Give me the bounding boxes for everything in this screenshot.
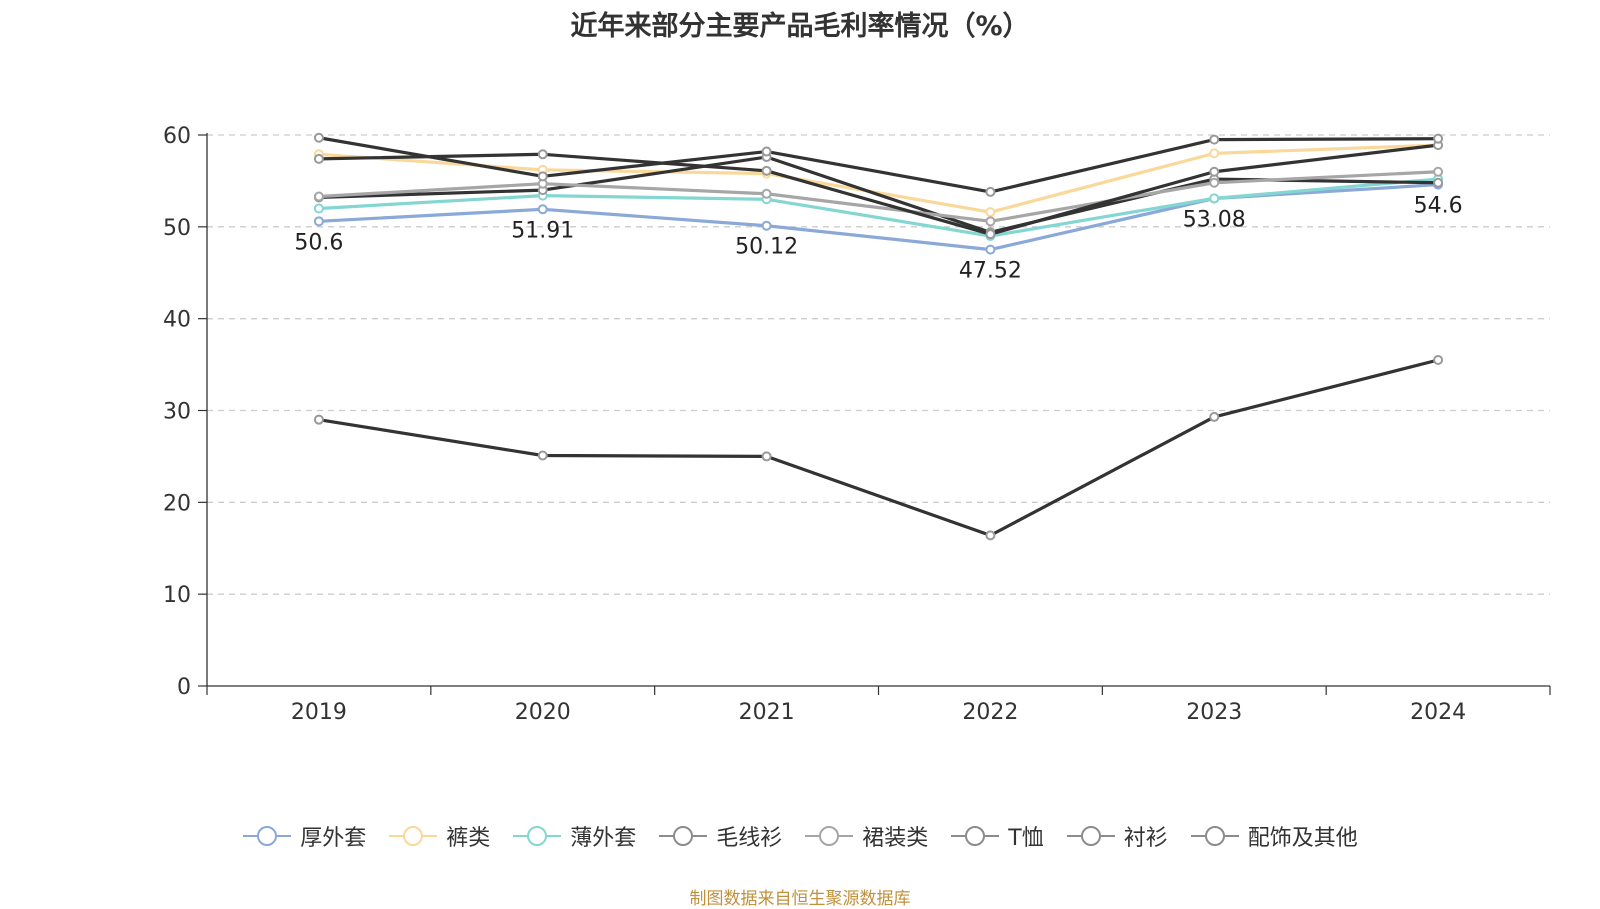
- x-tick-label: 2021: [739, 700, 795, 725]
- legend-item[interactable]: T恤: [950, 820, 1044, 852]
- legend-label: 衬衫: [1123, 826, 1168, 851]
- data-label: 50.6: [294, 230, 343, 255]
- legend-swatch-icon: [389, 826, 438, 846]
- grid-lines: [207, 134, 1550, 595]
- x-tick-label: 2019: [291, 700, 347, 725]
- data-point: [1433, 354, 1444, 365]
- legend-label: T恤: [1008, 826, 1044, 851]
- data-point: [985, 216, 996, 227]
- x-tick-label: 2022: [962, 700, 1018, 725]
- data-point: [1209, 166, 1220, 177]
- legend-label: 裤类: [446, 826, 491, 851]
- data-point: [537, 204, 548, 215]
- data-point: [761, 451, 772, 462]
- legend-item[interactable]: 裙装类: [804, 820, 928, 852]
- data-point: [985, 186, 996, 197]
- data-point: [1433, 166, 1444, 177]
- data-point: [1433, 177, 1444, 188]
- data-point: [313, 414, 324, 425]
- x-tick-label: 2023: [1186, 700, 1242, 725]
- legend-swatch-icon: [951, 826, 1000, 846]
- y-tick-label: 30: [163, 400, 191, 425]
- data-point: [761, 165, 772, 176]
- data-label: 54.6: [1414, 194, 1463, 219]
- legend-swatch-icon: [513, 826, 562, 846]
- data-point: [761, 188, 772, 199]
- data-point: [1209, 193, 1220, 204]
- x-tick-label: 2024: [1410, 700, 1466, 725]
- data-point: [1209, 134, 1220, 145]
- data-point: [1209, 177, 1220, 188]
- data-point: [537, 149, 548, 160]
- legend-label: 配饰及其他: [1247, 826, 1358, 851]
- legend-item[interactable]: 配饰及其他: [1190, 820, 1358, 852]
- data-label: 53.08: [1183, 208, 1246, 233]
- series-line-7: [318, 358, 1439, 537]
- data-labels: 50.6 51.91 50.12 47.52 53.08 54.6: [294, 194, 1462, 284]
- axes: 0 10 20 30 40 50 60 2019 2020 2021 2022 2023 2024: [163, 124, 1551, 725]
- data-point: [985, 207, 996, 218]
- y-tick-label: 20: [163, 491, 191, 516]
- data-point: [313, 132, 324, 143]
- legend: 厚外套 裤类 薄外套 毛线衫 裙装类 T恤 衬衫 配饰及其他: [0, 818, 1600, 854]
- data-point: [537, 171, 548, 182]
- data-label: 50.12: [735, 235, 798, 260]
- x-tick-label: 2020: [515, 700, 571, 725]
- legend-label: 毛线衫: [716, 826, 783, 851]
- y-tick-label: 50: [163, 216, 191, 241]
- legend-item[interactable]: 厚外套: [242, 820, 366, 852]
- data-point: [761, 146, 772, 157]
- source-note: 制图数据来自恒生聚源数据库: [689, 889, 911, 909]
- data-point: [1209, 411, 1220, 422]
- data-point: [313, 153, 324, 164]
- y-tick-label: 60: [163, 124, 191, 149]
- data-point: [1433, 133, 1444, 144]
- y-tick-label: 10: [163, 583, 191, 608]
- series-line-1: [318, 143, 1439, 214]
- data-point: [313, 191, 324, 202]
- series-line-6: [318, 136, 1439, 194]
- legend-item[interactable]: 薄外套: [512, 820, 636, 852]
- y-tick-label: 40: [163, 308, 191, 333]
- data-point: [985, 530, 996, 541]
- legend-swatch-icon: [805, 826, 854, 846]
- y-tick-label: 0: [177, 675, 191, 700]
- legend-item[interactable]: 裤类: [388, 820, 490, 852]
- data-point: [313, 216, 324, 227]
- legend-swatch-icon: [1066, 826, 1115, 846]
- legend-label: 厚外套: [300, 826, 367, 851]
- legend-label: 薄外套: [570, 826, 637, 851]
- legend-label: 裙装类: [862, 826, 929, 851]
- series-line-5: [318, 143, 1439, 236]
- data-point: [985, 229, 996, 240]
- data-point: [313, 203, 324, 214]
- legend-swatch-icon: [659, 826, 708, 846]
- legend-item[interactable]: 毛线衫: [658, 820, 782, 852]
- series-line-4: [318, 170, 1439, 223]
- legend-swatch-icon: [1190, 826, 1239, 846]
- series-line-2: [318, 177, 1439, 238]
- data-label: 51.91: [511, 218, 574, 243]
- data-point: [985, 244, 996, 255]
- data-point: [761, 220, 772, 231]
- data-point: [537, 450, 548, 461]
- legend-item[interactable]: 衬衫: [1066, 820, 1168, 852]
- chart-title: 近年来部分主要产品毛利率情况（%）: [570, 11, 1030, 42]
- series-lines: [313, 132, 1444, 541]
- data-label: 47.52: [959, 259, 1022, 284]
- legend-swatch-icon: [243, 826, 292, 846]
- data-point: [1209, 148, 1220, 159]
